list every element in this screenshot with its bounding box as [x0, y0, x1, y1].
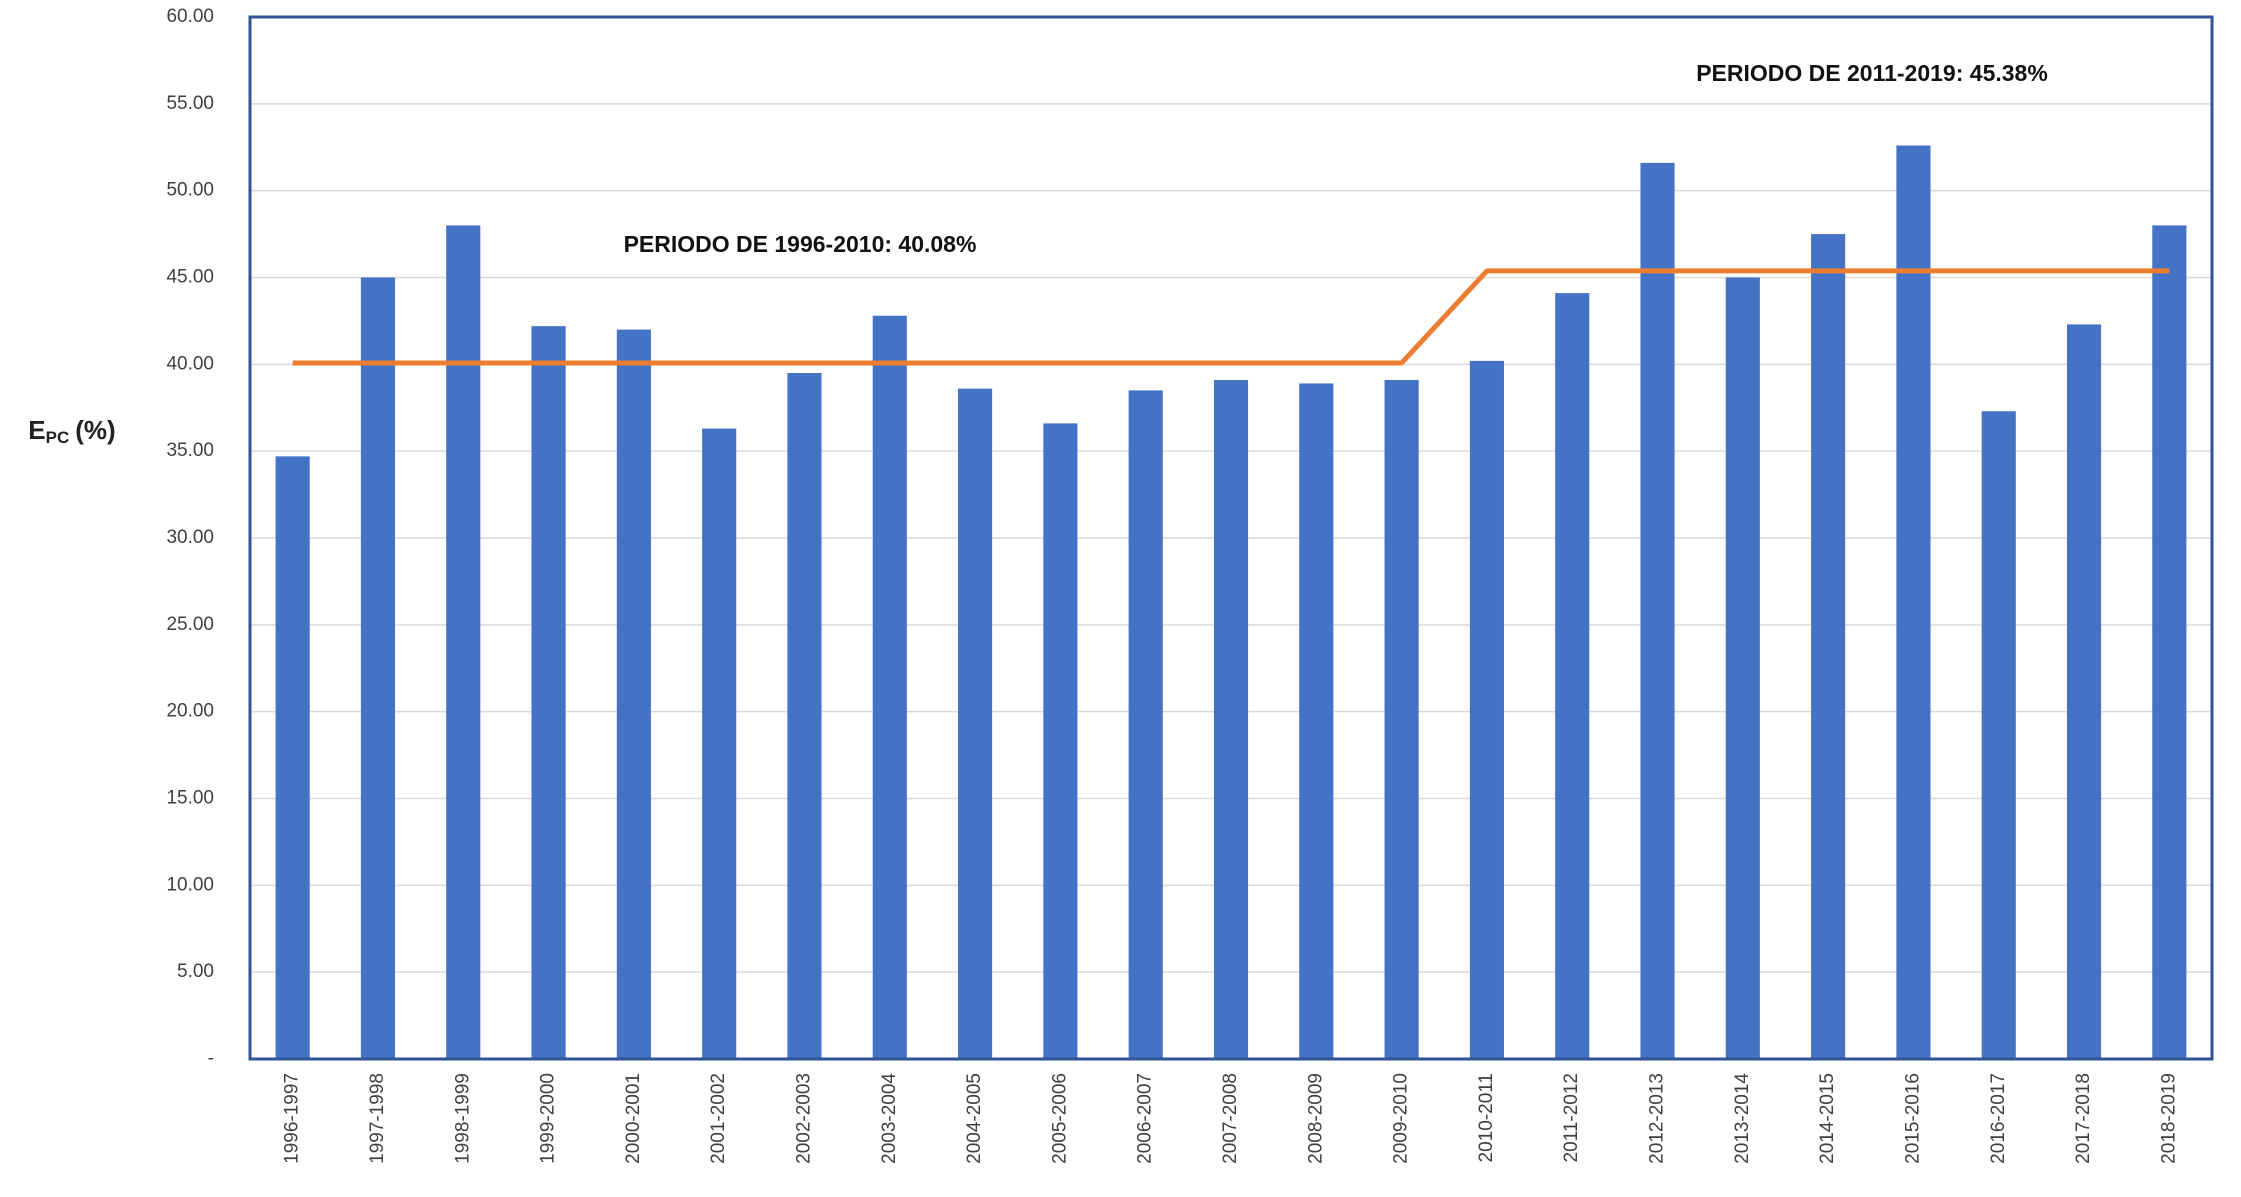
x-tick-label: 2017-2018 [2073, 1073, 2094, 1164]
x-tick-label: 2004-2005 [964, 1073, 985, 1164]
bar [872, 315, 907, 1059]
bar [275, 456, 310, 1059]
bar [1384, 379, 1419, 1059]
bar [1555, 293, 1590, 1059]
bar [616, 329, 651, 1060]
x-tick-label: 1996-1997 [282, 1073, 303, 1164]
x-tick-label: 2002-2003 [793, 1073, 814, 1164]
y-tick-label: 30.00 [166, 527, 214, 548]
x-tick-label: 1997-1998 [367, 1073, 388, 1164]
bar [360, 277, 396, 1059]
y-label-main: E [28, 415, 45, 445]
y-tick-label: 20.00 [166, 701, 214, 722]
y-tick-label: 15.00 [166, 788, 214, 809]
x-tick-label: 2013-2014 [1732, 1073, 1753, 1164]
y-tick-label: - [208, 1048, 214, 1069]
bar [1896, 145, 1931, 1060]
x-tick-label: 2000-2001 [623, 1073, 644, 1164]
bar [531, 326, 566, 1059]
y-tick-label: 5.00 [177, 961, 214, 982]
bar [1299, 383, 1334, 1060]
x-tick-label: 2015-2016 [1902, 1073, 1923, 1164]
y-label-unit: (%) [75, 415, 115, 445]
x-tick-label: 2009-2010 [1391, 1073, 1412, 1164]
x-tick-label: 2016-2017 [1988, 1073, 2009, 1164]
y-tick-label: 25.00 [166, 614, 214, 635]
x-tick-label: 2007-2008 [1220, 1073, 1241, 1164]
bar [1469, 360, 1504, 1059]
x-tick-label: 1998-1999 [452, 1073, 473, 1164]
y-tick-label: 40.00 [166, 353, 214, 374]
bar [787, 373, 822, 1059]
x-tick-label: 2018-2019 [2158, 1073, 2179, 1164]
bar [446, 225, 481, 1059]
bar [1725, 277, 1760, 1059]
bar [1213, 379, 1249, 1059]
y-axis-label: EPC (%) [28, 415, 115, 448]
y-tick-label: 55.00 [166, 93, 214, 114]
bar [2066, 324, 2102, 1059]
y-tick-label: 45.00 [166, 267, 214, 288]
x-tick-label: 2011-2012 [1561, 1073, 1582, 1162]
annotation: PERIODO DE 2011-2019: 45.38% [1696, 60, 2048, 86]
y-label-sub: PC [46, 428, 70, 447]
bar [958, 388, 993, 1059]
x-tick-label: 2005-2006 [1049, 1073, 1070, 1164]
line [292, 268, 2170, 366]
x-tick-label: 2010-2011 [1476, 1073, 1497, 1162]
bar [1640, 162, 1675, 1059]
x-tick-label: 2014-2015 [1817, 1073, 1838, 1164]
annotation: PERIODO DE 1996-2010: 40.08% [624, 231, 977, 257]
bar [1981, 411, 2016, 1059]
x-tick-label: 2006-2007 [1135, 1073, 1156, 1164]
y-tick-label: 10.00 [166, 874, 214, 895]
x-tick-label: 2008-2009 [1305, 1073, 1326, 1164]
x-tick-label: 1999-2000 [538, 1073, 559, 1164]
bar [1128, 390, 1163, 1060]
y-tick-label: 50.00 [166, 180, 214, 201]
x-tick-label: 2003-2004 [879, 1073, 900, 1164]
y-tick-label: 35.00 [166, 440, 214, 461]
x-tick-label: 2012-2013 [1647, 1073, 1668, 1164]
bar [1811, 234, 1846, 1060]
bar [1043, 423, 1078, 1059]
x-tick-label: 2001-2002 [708, 1073, 729, 1164]
y-tick-label: 60.00 [166, 6, 214, 27]
bar [702, 428, 737, 1060]
bar [2152, 225, 2187, 1059]
plot-frame [248, 15, 2214, 1061]
